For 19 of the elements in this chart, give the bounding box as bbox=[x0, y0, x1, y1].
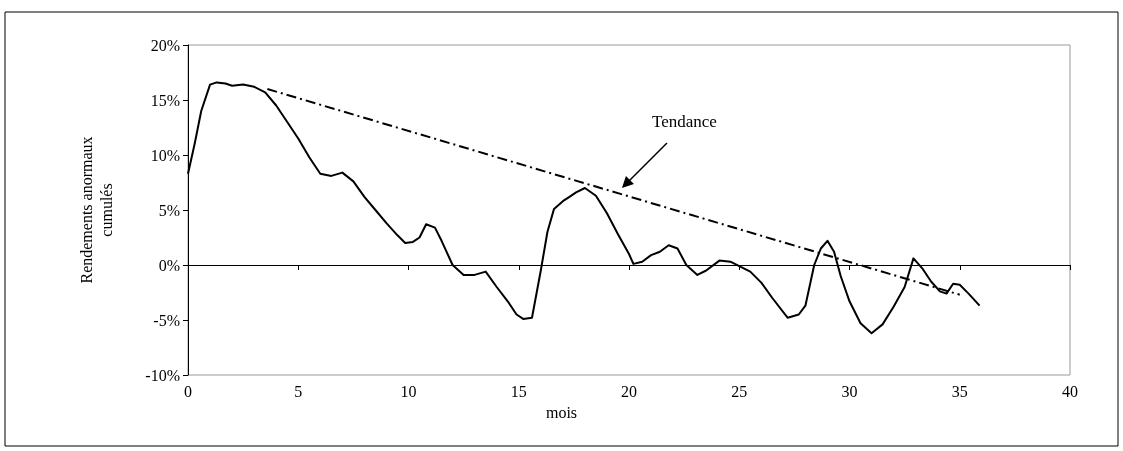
x-tick-label: 35 bbox=[951, 382, 968, 400]
x-tick-label: 0 bbox=[184, 382, 192, 400]
x-axis-title: mois bbox=[545, 403, 578, 421]
y-tick-label: 0% bbox=[158, 256, 180, 274]
y-axis-title: Rendements anormaux cumulés bbox=[77, 136, 115, 284]
x-tick-label: 5 bbox=[294, 382, 303, 400]
x-tick-label: 10 bbox=[400, 382, 417, 400]
x-tick-label: 25 bbox=[731, 382, 748, 400]
x-tick-label: 20 bbox=[621, 382, 637, 400]
y-tick-label: 10% bbox=[150, 146, 180, 164]
x-tick-label: 30 bbox=[841, 382, 858, 400]
y-tick-label: -10% bbox=[145, 366, 180, 384]
annotation: Tendance bbox=[651, 112, 717, 131]
y-tick-label: -5% bbox=[153, 311, 180, 329]
y-tick-label: 20% bbox=[150, 36, 180, 54]
x-tick-label: 40 bbox=[1062, 382, 1078, 400]
y-tick-label: 5% bbox=[158, 201, 180, 219]
x-tick-label: 15 bbox=[510, 382, 527, 400]
y-tick-label: 15% bbox=[150, 91, 180, 109]
